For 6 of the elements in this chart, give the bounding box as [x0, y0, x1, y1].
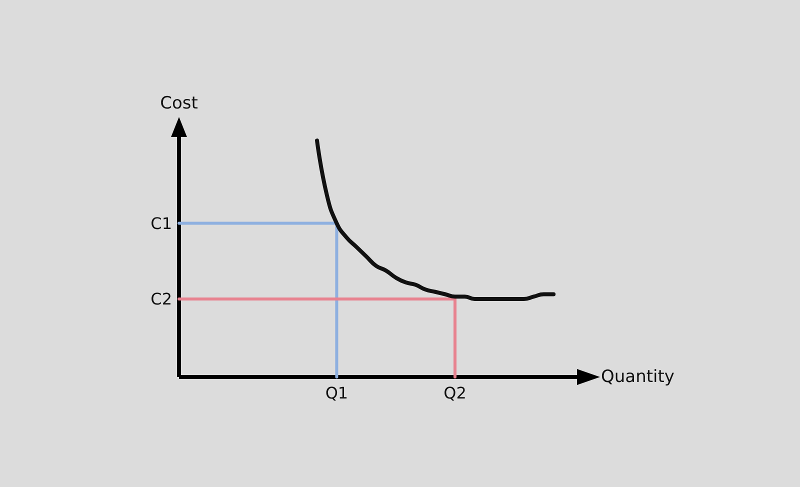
- y-axis-title: Cost: [160, 94, 198, 114]
- series-label: C1: [150, 214, 172, 233]
- x-tick-label: Q2: [444, 384, 466, 402]
- x-axis-title: Quantity: [601, 367, 674, 387]
- x-tick-label: Q1: [325, 384, 348, 402]
- series-label: C2: [150, 289, 172, 308]
